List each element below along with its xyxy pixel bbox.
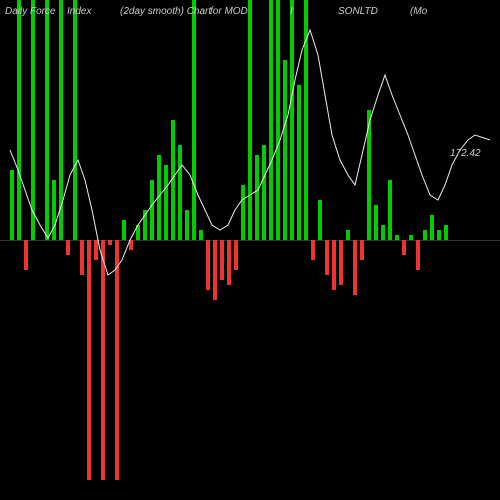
force-bar: [416, 240, 420, 270]
force-index-chart: Daily Force Index (2day smooth) Chartfor M…: [0, 0, 500, 500]
header-segment: (2day smooth) Chart: [120, 6, 211, 17]
force-bar: [80, 240, 84, 275]
force-bar: [227, 240, 231, 285]
header-segment: (Mo: [410, 6, 427, 17]
force-bar: [234, 240, 238, 270]
force-bar: [143, 210, 147, 240]
force-bar: [59, 0, 63, 240]
force-bar: [395, 235, 399, 240]
force-bar: [423, 230, 427, 240]
force-bar: [101, 240, 105, 480]
force-bar: [45, 0, 49, 240]
force-bar: [269, 0, 273, 240]
force-bar: [10, 170, 14, 240]
force-bar: [297, 85, 301, 240]
force-bar: [115, 240, 119, 480]
force-bar: [409, 235, 413, 240]
force-bar: [73, 0, 77, 240]
force-bar: [325, 240, 329, 275]
force-bar: [31, 0, 35, 240]
header-segment: for MOD: [210, 6, 248, 17]
force-bar: [311, 240, 315, 260]
force-bar: [339, 240, 343, 285]
force-bar: [283, 60, 287, 240]
current-value-label: 172.42: [450, 148, 481, 159]
force-bar: [87, 240, 91, 480]
force-bar: [318, 200, 322, 240]
force-bar: [374, 205, 378, 240]
force-bar: [52, 180, 56, 240]
force-bar: [430, 215, 434, 240]
force-bar: [437, 230, 441, 240]
force-bar: [444, 225, 448, 240]
force-bar: [241, 185, 245, 240]
force-bar: [164, 165, 168, 240]
force-bar: [353, 240, 357, 295]
force-bar: [332, 240, 336, 290]
force-bar: [108, 240, 112, 245]
force-bar: [136, 225, 140, 240]
force-bar: [381, 225, 385, 240]
header-segment: Index: [67, 6, 91, 17]
force-bar: [388, 180, 392, 240]
header-segment: SONLTD: [338, 6, 378, 17]
force-bar: [220, 240, 224, 280]
force-bar: [276, 0, 280, 240]
force-bar: [290, 0, 294, 240]
force-bar: [213, 240, 217, 300]
force-bar: [192, 0, 196, 240]
force-bar: [157, 155, 161, 240]
force-bar: [262, 145, 266, 240]
force-bar: [304, 0, 308, 240]
zero-axis: [0, 240, 500, 241]
force-bar: [66, 240, 70, 255]
header-segment: Daily Force: [5, 6, 56, 17]
force-bar: [24, 240, 28, 270]
force-bar: [129, 240, 133, 250]
force-bar: [360, 240, 364, 260]
force-bar: [248, 0, 252, 240]
force-bar: [402, 240, 406, 255]
force-bar: [206, 240, 210, 290]
force-bar: [94, 240, 98, 260]
force-bar: [367, 110, 371, 240]
force-bar: [346, 230, 350, 240]
force-bar: [122, 220, 126, 240]
force-bar: [185, 210, 189, 240]
force-bar: [178, 145, 182, 240]
force-bar: [255, 155, 259, 240]
force-bar: [150, 180, 154, 240]
header-segment: I: [290, 6, 293, 17]
force-bar: [17, 0, 21, 240]
force-bar: [171, 120, 175, 240]
force-bar: [199, 230, 203, 240]
